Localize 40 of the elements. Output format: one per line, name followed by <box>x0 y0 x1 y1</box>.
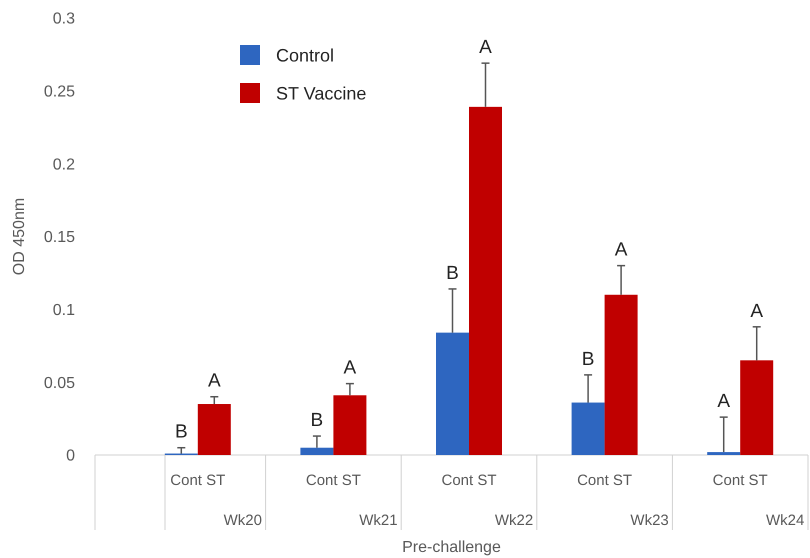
y-tick-label: 0.3 <box>52 10 76 28</box>
bar <box>572 402 605 455</box>
x-tick-label: Wk20 <box>224 512 262 529</box>
bar <box>707 452 740 455</box>
y-tick-label: 0.15 <box>44 229 76 246</box>
data-label: B <box>174 422 188 443</box>
x-tick-label: Wk24 <box>766 512 804 529</box>
bar <box>300 448 334 455</box>
bar <box>333 395 366 455</box>
y-tick-label: 0.1 <box>52 302 76 319</box>
data-label: B <box>310 410 324 432</box>
data-label: A <box>750 300 764 322</box>
y-tick-label: 0.2 <box>52 156 76 174</box>
text: Cont ST <box>170 472 226 489</box>
data-label: A <box>208 370 221 392</box>
data-label: A <box>479 37 492 58</box>
x-tick-label: Wk22 <box>494 512 534 529</box>
y-tick-label: 0 <box>66 448 76 465</box>
bar <box>740 360 774 455</box>
y-tick-label: 0.25 <box>44 83 76 100</box>
legend-label: Control <box>276 45 334 66</box>
data-label: B <box>582 348 594 370</box>
text: Cont ST <box>441 472 497 489</box>
x-tick-label: Wk21 <box>359 512 398 529</box>
data-label: A <box>717 391 730 412</box>
data-label: B <box>446 262 459 284</box>
x-axis-title: Pre-challenge <box>402 539 501 556</box>
y-tick-label: 0.05 <box>44 374 76 392</box>
bar <box>604 294 638 455</box>
text: Cont ST <box>577 472 632 489</box>
data-label: A <box>614 240 628 261</box>
bar <box>198 404 231 455</box>
text: Cont ST <box>306 472 361 489</box>
bar <box>436 332 469 455</box>
y-axis-title: OD 450nm <box>11 198 28 276</box>
x-tick-label: Wk23 <box>630 512 669 529</box>
bar <box>469 106 502 455</box>
text: Cont ST <box>712 472 768 489</box>
data-label: A <box>344 358 357 379</box>
legend-label: ST Vaccine <box>276 83 366 104</box>
